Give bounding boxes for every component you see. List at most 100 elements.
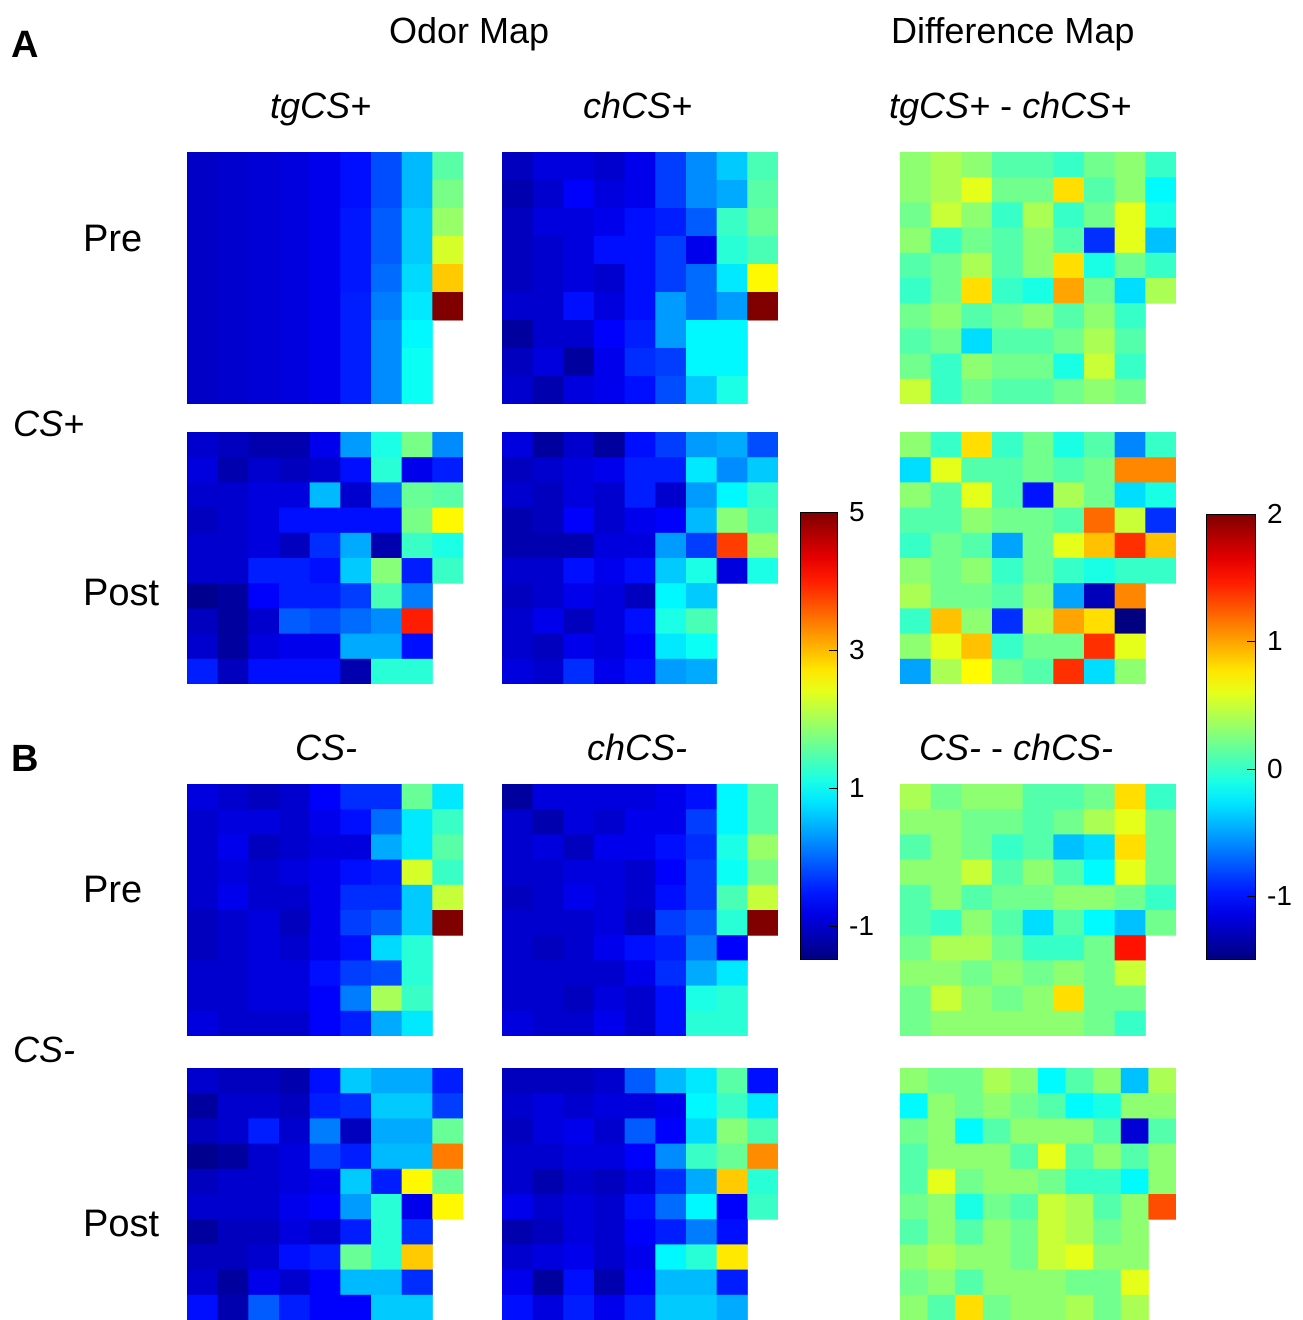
column-title-difference-plus-separator: - [990,85,1023,126]
heatmap-cell [432,152,463,181]
heatmap-cell [655,558,687,584]
heatmap-cell [279,884,311,911]
heatmap-cell [217,376,249,404]
heatmap-cell [563,1068,595,1094]
heatmap-cell [961,935,993,961]
heatmap-cell [655,532,687,559]
heatmap-cell [686,633,718,660]
heatmap-cell [217,1143,249,1170]
colorbar-tick [1247,641,1255,643]
heatmap-cell [900,1010,932,1036]
heatmap-cell [624,208,656,237]
heatmap-cell [900,1219,929,1245]
heatmap-cell [217,1118,249,1145]
heatmap-cell [900,378,932,404]
heatmap-cell [992,985,1024,1012]
heatmap-cell [1038,1093,1067,1119]
heatmap-cell [624,292,656,321]
heatmap-cell [900,507,932,534]
heatmap-cell [1084,859,1116,886]
heatmap-cell [716,376,748,404]
heatmap-cell [1114,252,1146,279]
heatmap-cell [930,859,962,886]
heatmap-cell [248,457,280,483]
panel-label-b: B [11,738,39,780]
heatmap-cell [217,1093,249,1119]
heatmap-cell [279,1194,311,1220]
heatmap-cell [248,376,280,404]
heatmap-cell [502,985,534,1012]
heatmap-cell [279,208,311,237]
heatmap-cell [187,1244,219,1271]
heatmap-cell [1084,1010,1116,1036]
heatmap-cell [1084,303,1116,329]
heatmap-cell [401,1194,433,1220]
heatmap-cell [1148,1068,1176,1094]
heatmap-cell [502,292,534,321]
heatmap-cell [1084,658,1116,684]
column-title-difference-minus-separator: - [981,727,1013,768]
heatmap-cell [930,784,962,810]
heatmap-cell [502,633,534,660]
heatmap-cell [686,507,718,534]
heatmap-cell [309,376,341,404]
heatmap-cell [900,1168,929,1195]
heatmap-cell [187,532,219,559]
heatmap-cell [502,507,534,534]
heatmap-cell [248,859,280,886]
heatmap-cell [1022,202,1054,229]
heatmap-cell [532,985,564,1012]
heatmap-cell [716,208,748,237]
heatmap-cell [187,608,219,635]
heatmap-cell [900,910,932,936]
heatmap-cell [432,834,463,861]
heatmap-cell [930,834,962,861]
heatmap-cell [1022,432,1054,458]
heatmap-cell [1053,658,1085,684]
heatmap-cell [955,1244,984,1271]
heatmap-cell [594,236,626,265]
heatmap-cell [655,208,687,237]
heatmap-cell [747,910,778,936]
heatmap-cell [187,507,219,534]
heatmap-cell [686,935,718,961]
heatmap-cell [217,1068,249,1094]
heatmap-cell [371,834,403,861]
heatmap-cell [1114,809,1146,835]
heatmap-cell [1114,303,1146,329]
heatmap-cell [594,884,626,911]
heatmap-cell [248,482,280,509]
row-label-post-b: Post [83,1203,160,1245]
heatmap-cell [371,208,403,237]
group-label-cs-minus-text: CS- [13,1029,75,1070]
heatmap-cell [340,809,372,835]
heatmap-cell [1053,884,1085,911]
heatmap-cell [961,353,993,380]
heatmap-cell [594,985,626,1012]
heatmap-cell [1114,353,1146,380]
heatmap-cell [563,809,595,835]
heatmap-cell [502,658,534,684]
heatmap-cell [371,1010,403,1036]
heatmap-cell [747,457,778,483]
heatmap-cell [248,152,280,181]
heatmap-cell [279,1068,311,1094]
heatmap-cell [961,378,993,404]
heatmap-cell [961,432,993,458]
heatmap-cell [432,1143,463,1170]
heatmap-cell [309,292,341,321]
heatmap-cell [686,264,718,293]
heatmap-cell [655,264,687,293]
heatmap-cell [1053,152,1085,178]
heatmap-cell [930,1010,962,1036]
heatmap-cell [279,236,311,265]
heatmap-b-post-difference [900,1068,1176,1320]
colorbar-tick [829,512,837,513]
heatmap-cell [340,1219,372,1245]
heatmap-cell [248,910,280,936]
heatmap-cell [401,935,433,961]
heatmap-cell [340,784,372,810]
heatmap-cell [217,1194,249,1220]
heatmap-cell [532,784,564,810]
heatmap-cell [930,252,962,279]
